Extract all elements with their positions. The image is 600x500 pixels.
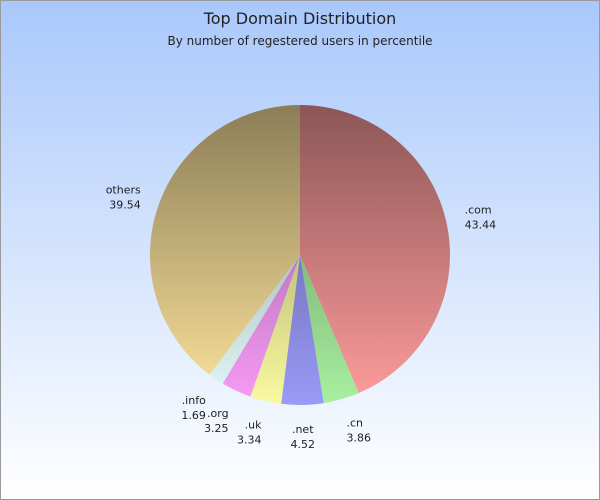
slice-value: 4.52	[291, 438, 316, 451]
slice-label: .info	[182, 394, 206, 407]
slice-label: .org	[207, 407, 229, 420]
chart-title: Top Domain Distribution	[203, 9, 397, 28]
slice-value: 3.34	[237, 434, 262, 447]
pie	[149, 105, 451, 405]
pie-slice	[222, 255, 300, 397]
pie-slice	[281, 255, 324, 405]
pie-slice	[209, 255, 300, 384]
slice-value: 39.54	[109, 198, 141, 211]
slice-label: .cn	[347, 416, 364, 429]
pie-slice	[300, 105, 451, 394]
slice-value: 1.69	[181, 409, 206, 422]
slice-label: .uk	[245, 419, 262, 432]
pie-slice	[250, 255, 300, 404]
chart-subtitle: By number of regestered users in percent…	[167, 34, 432, 48]
slice-value: 3.86	[347, 431, 372, 444]
pie-slice	[149, 105, 300, 375]
slice-label: .net	[292, 423, 314, 436]
slice-value: 43.44	[465, 218, 497, 231]
slice-value: 3.25	[204, 422, 229, 435]
slice-label: .com	[465, 203, 492, 216]
slice-label: others	[106, 183, 141, 196]
pie-slice	[300, 255, 359, 404]
